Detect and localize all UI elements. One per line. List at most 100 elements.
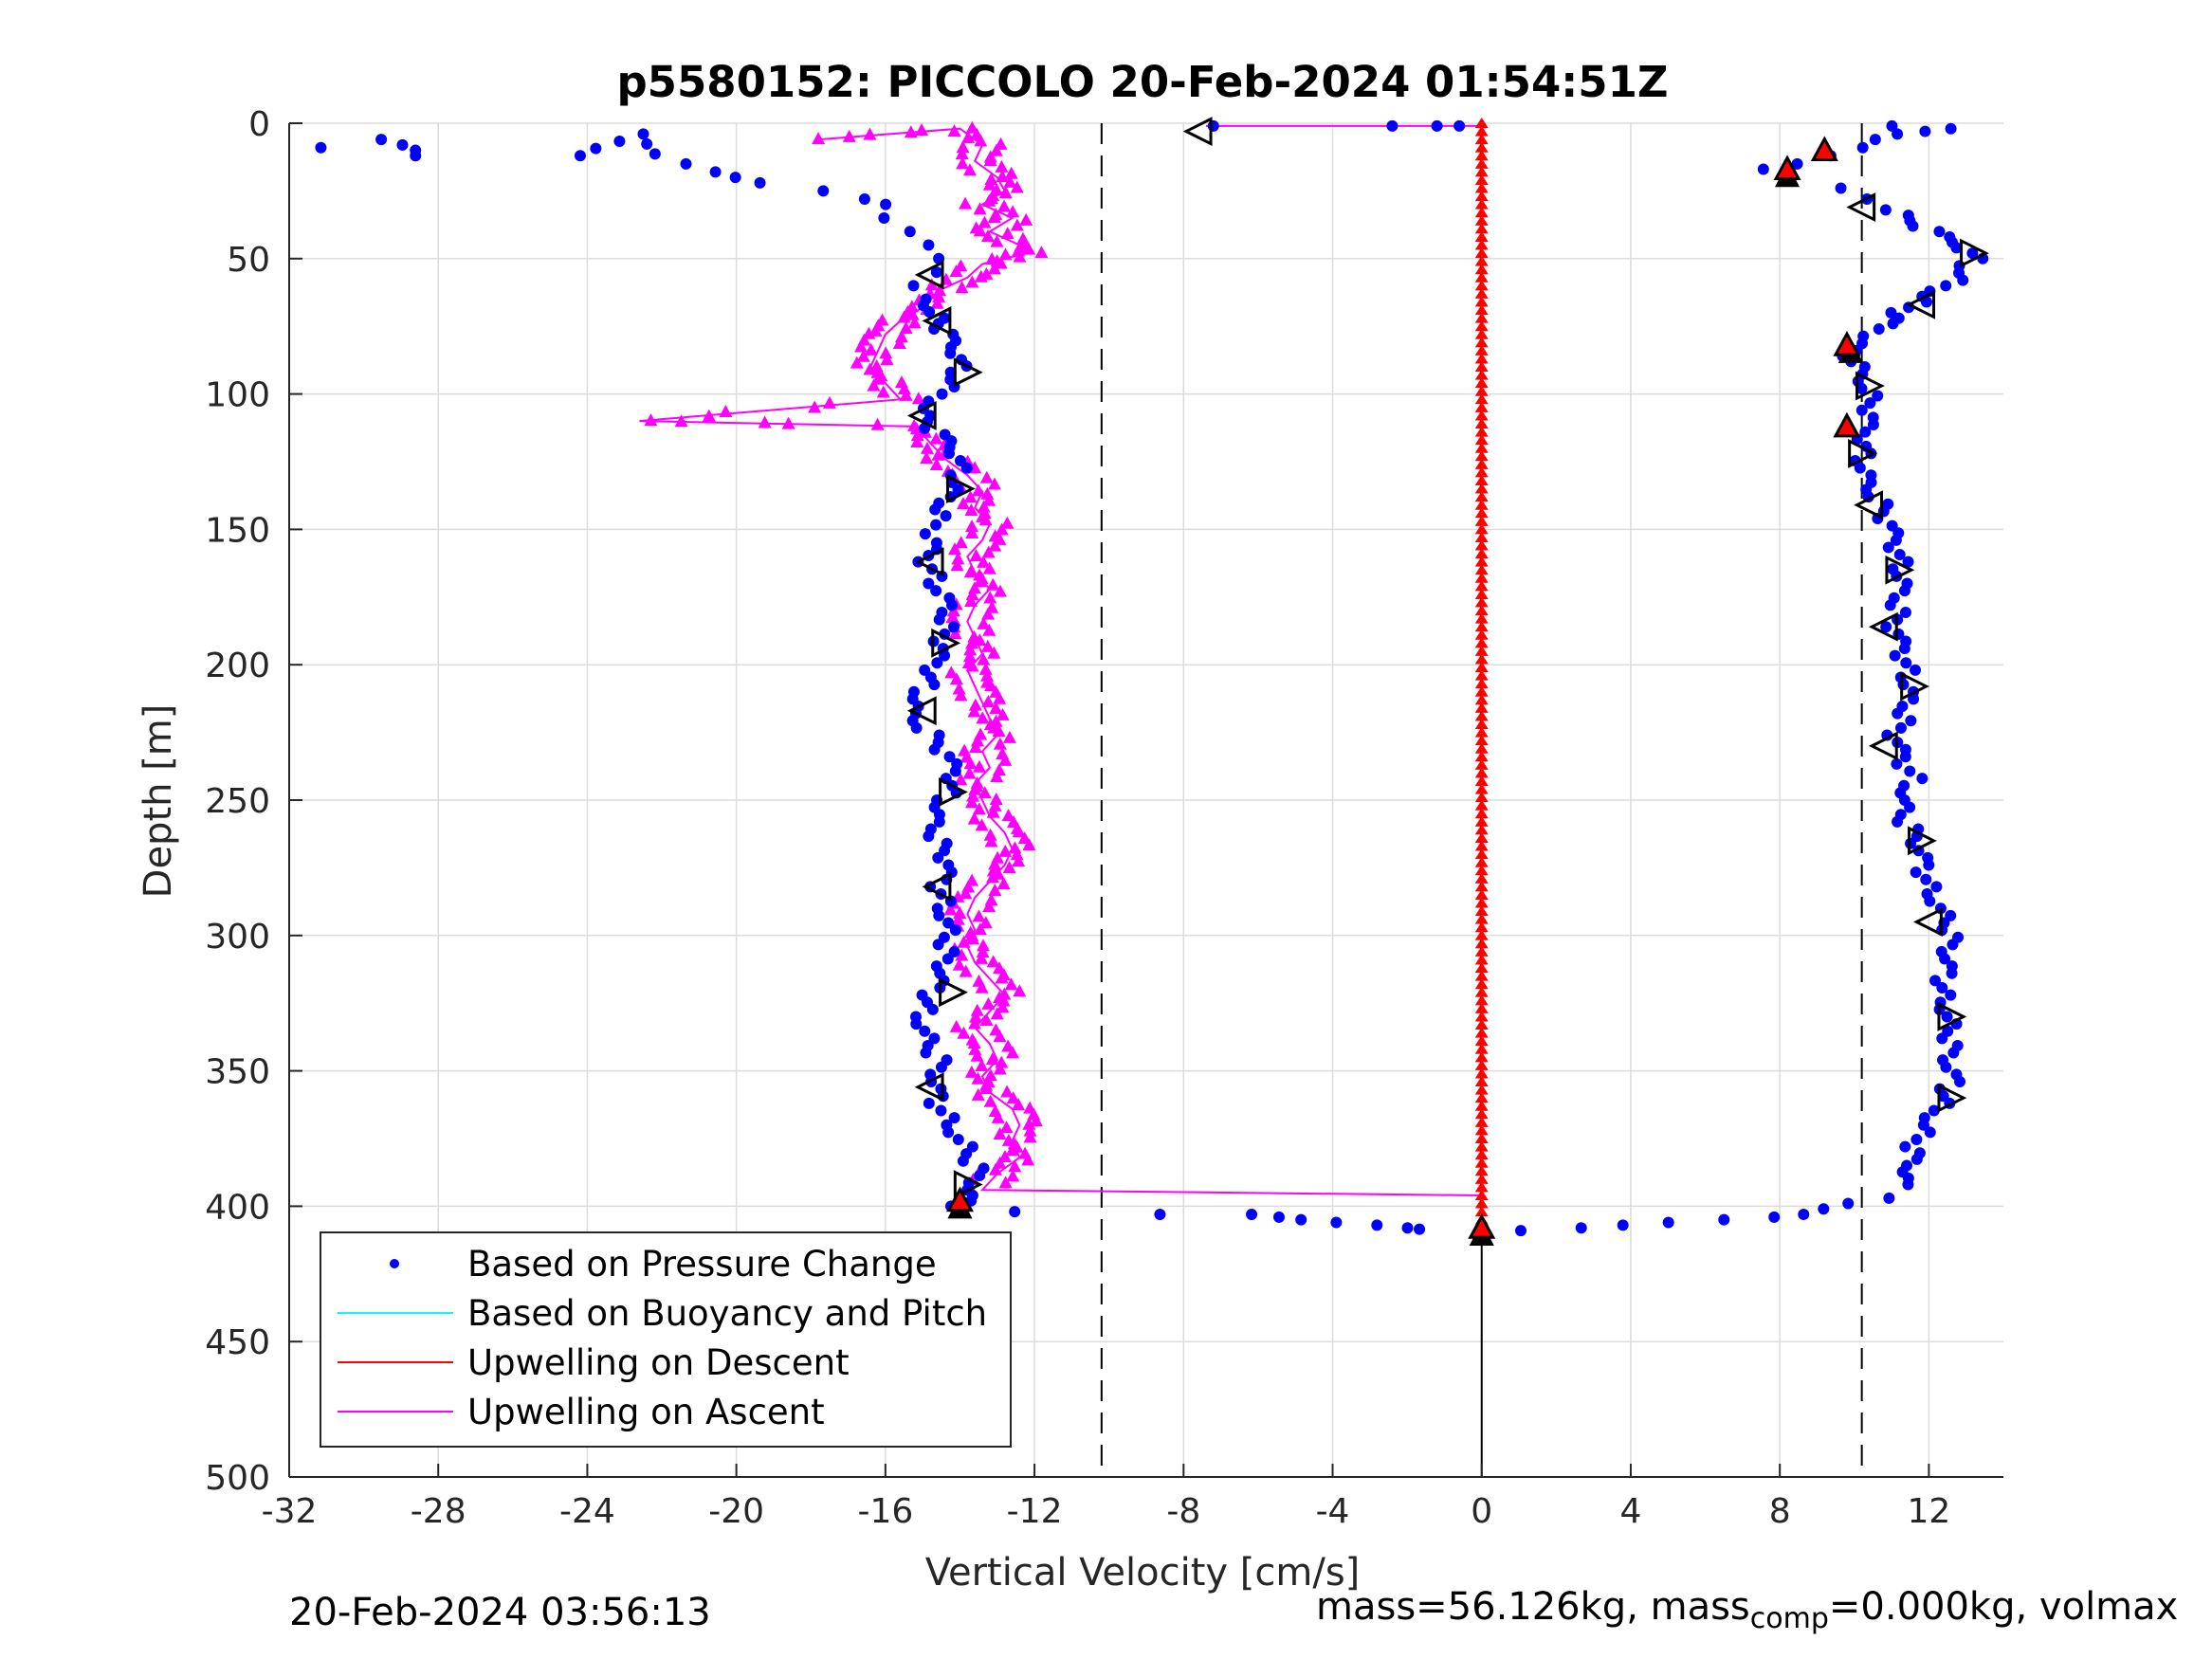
pressure-change-point (941, 953, 954, 965)
open-triangle-marker (914, 547, 944, 577)
upwelling-descent-point (1474, 312, 1489, 323)
pressure-change-point (1935, 945, 1947, 957)
upwelling-ascent-point (988, 798, 1002, 811)
upwelling-ascent-point (995, 522, 1009, 536)
upwelling-ascent-point (998, 247, 1013, 261)
upwelling-ascent-point (993, 584, 1007, 597)
x-tick-label: 8 (1769, 1492, 1791, 1531)
pressure-change-point (974, 1170, 986, 1182)
upwelling-ascent-point (989, 1162, 1003, 1176)
pressure-change-point (1864, 397, 1876, 410)
upwelling-descent-point (1474, 572, 1489, 583)
upwelling-descent-point (1474, 905, 1489, 917)
pressure-change-point (949, 765, 961, 777)
pressure-change-point (907, 280, 920, 292)
upwelling-descent-point (1474, 287, 1489, 299)
pressure-change-point (613, 136, 626, 148)
upwelling-ascent-point (952, 682, 966, 695)
upwelling-ascent-point (993, 737, 1007, 750)
legend: Based on Pressure Change Based on Buoyanc… (320, 1231, 1012, 1448)
upwelling-ascent-point (981, 996, 996, 1010)
pressure-change-point (878, 211, 890, 224)
y-tick-label: 50 (227, 241, 270, 280)
open-triangle-marker (922, 306, 952, 336)
upwelling-ascent-point (987, 477, 1001, 490)
pressure-change-point (680, 157, 692, 170)
upwelling-descent-point (1474, 118, 1489, 128)
upwelling-descent-point (1474, 865, 1489, 876)
upwelling-descent-point (1474, 1189, 1489, 1200)
upwelling-ascent-point (974, 134, 988, 147)
upwelling-ascent-point (870, 417, 885, 430)
pressure-change-point (1945, 122, 1957, 135)
upwelling-ascent-point (1002, 730, 1016, 743)
open-triangle-marker (1960, 238, 1989, 268)
upwelling-ascent-point (1006, 1091, 1020, 1104)
upwelling-descent-point (1474, 173, 1489, 185)
upwelling-descent-point (1474, 685, 1489, 697)
pressure-change-point (935, 1061, 947, 1073)
upwelling-ascent-point (1003, 174, 1017, 188)
upwelling-ascent-point (854, 339, 868, 353)
upwelling-descent-point (1474, 792, 1489, 803)
y-tick-label: 200 (205, 647, 270, 685)
pressure-change-point (1272, 1211, 1285, 1223)
pressure-change-point (1880, 621, 1892, 633)
pressure-change-point (942, 917, 955, 929)
upwelling-ascent-point (1001, 809, 1015, 822)
upwelling-ascent-point (1012, 244, 1026, 257)
upwelling-ascent-point (982, 900, 996, 913)
pressure-change-point (410, 150, 422, 162)
upwelling-ascent-point (781, 416, 795, 429)
upwelling-ascent-point (979, 1082, 994, 1095)
upwelling-descent-point (1474, 337, 1489, 348)
upwelling-ascent-point (978, 786, 992, 799)
upwelling-descent-point (1474, 1100, 1489, 1111)
upwelling-ascent-point (989, 143, 1003, 156)
upwelling-ascent-point (982, 561, 996, 574)
upwelling-ascent-point (982, 177, 996, 191)
pressure-change-point (949, 924, 961, 937)
upwelling-ascent-point (1000, 1085, 1015, 1098)
upwelling-ascent-point (897, 310, 911, 323)
pressure-change-point (637, 128, 649, 140)
pressure-change-point (1617, 1219, 1629, 1231)
upwelling-ascent-point (905, 307, 920, 320)
pressure-change-point (1882, 498, 1894, 510)
upwelling-descent-point (1474, 621, 1489, 632)
upwelling-ascent-point (1029, 1114, 1043, 1127)
pressure-change-point (1768, 1211, 1781, 1223)
upwelling-descent-point (1474, 719, 1489, 730)
upwelling-ascent-point (863, 127, 877, 140)
upwelling-descent-point (1474, 361, 1489, 373)
upwelling-ascent-point (986, 805, 1000, 818)
upwelling-ascent-point (758, 415, 772, 428)
upwelling-ascent-point (984, 679, 998, 692)
pressure-change-point (933, 815, 945, 828)
upwelling-ascent-point (719, 405, 733, 418)
pressure-change-point (1885, 306, 1897, 319)
pressure-change-point (1798, 1208, 1810, 1220)
upwelling-descent-point (1474, 629, 1489, 640)
upwelling-ascent-point (987, 210, 1001, 223)
upwelling-ascent-point (1010, 218, 1024, 231)
upwelling-ascent-point (1013, 249, 1027, 263)
upwelling-ascent-point (987, 646, 1001, 659)
upwelling-descent-point (1474, 271, 1489, 283)
pressure-change-point (590, 142, 602, 155)
pressure-change-point (1898, 779, 1910, 792)
upwelling-descent-point (1474, 507, 1489, 519)
upwelling-descent-point (1474, 1124, 1489, 1136)
footer-mass-sub: comp (1749, 1602, 1829, 1635)
open-triangle-marker (945, 474, 976, 503)
red-triangle-marker (1833, 331, 1861, 356)
upwelling-ascent-point (1005, 1143, 1019, 1157)
upwelling-descent-point (1474, 150, 1489, 161)
pressure-change-point (1835, 182, 1847, 194)
pressure-change-point (1922, 851, 1934, 864)
upwelling-descent-point (1474, 466, 1489, 478)
upwelling-descent-point (1474, 1173, 1489, 1184)
open-triangle-marker (939, 777, 968, 807)
pressure-change-point (919, 1025, 931, 1037)
upwelling-ascent-point (1004, 166, 1018, 179)
